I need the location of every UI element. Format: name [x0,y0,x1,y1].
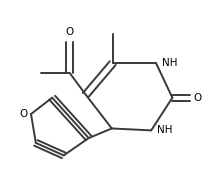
Text: O: O [19,109,27,119]
Text: O: O [65,27,74,37]
Text: NH: NH [162,58,177,68]
Text: NH: NH [157,125,173,135]
Text: O: O [194,93,202,103]
